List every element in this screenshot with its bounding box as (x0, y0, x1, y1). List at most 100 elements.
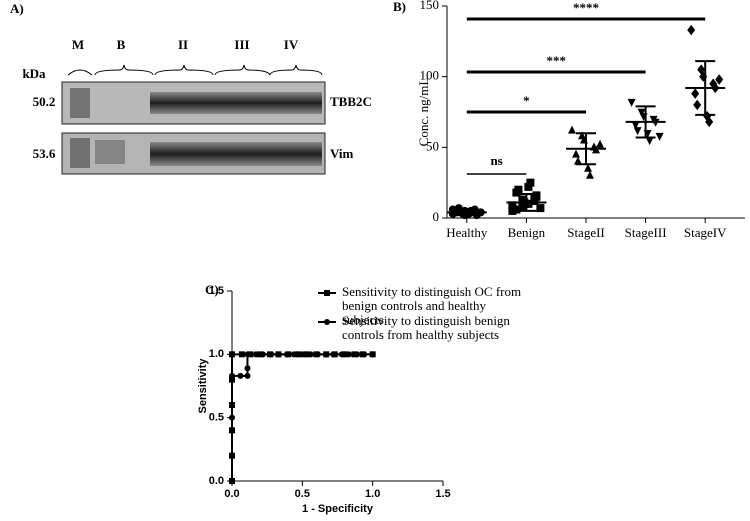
point (259, 351, 266, 358)
panel-label: A) (10, 1, 24, 16)
point (244, 365, 251, 372)
point (631, 121, 640, 130)
protein-label: TBB2C (330, 94, 372, 109)
y-tick-label: 150 (420, 0, 440, 12)
size-label: 53.6 (33, 146, 56, 161)
point (627, 98, 636, 107)
marker-ladder (70, 88, 90, 118)
band (150, 142, 322, 166)
point (268, 351, 275, 358)
point (637, 108, 646, 117)
point (572, 149, 580, 158)
error-bar (516, 192, 537, 212)
panel-label: C) (205, 282, 219, 297)
x-tick-label: StageIV (684, 225, 727, 240)
point (633, 127, 642, 136)
y-tick-label: 50 (426, 138, 439, 153)
point (596, 139, 604, 148)
point (709, 78, 718, 89)
point (275, 351, 282, 358)
point (574, 156, 582, 165)
y-tick-label: 0.0 (209, 475, 224, 487)
y-tick-label: 0 (433, 209, 440, 224)
lane-label: IV (284, 37, 299, 52)
point (244, 351, 251, 358)
point (705, 116, 714, 128)
point (693, 99, 702, 111)
point (229, 372, 235, 379)
point (299, 351, 306, 358)
x-tick-label: 1.0 (365, 488, 380, 500)
point (586, 170, 594, 179)
point (508, 201, 517, 210)
marker-ladder (70, 138, 90, 168)
x-tick-label: StageII (567, 225, 605, 240)
point (283, 351, 290, 358)
point (354, 351, 361, 358)
significance-label: * (523, 93, 530, 108)
point (697, 64, 706, 75)
point (345, 351, 352, 358)
x-tick-label: Benign (508, 225, 546, 240)
lane-label: M (72, 37, 84, 52)
y-tick-label: 1.0 (209, 348, 224, 360)
x-tick-label: Healthy (446, 225, 488, 240)
band (95, 140, 125, 164)
lane-label: B (117, 37, 126, 52)
error-bar (695, 60, 716, 116)
x-axis-label: 1 - Specificity (302, 503, 374, 515)
point (323, 351, 330, 358)
error-bar (635, 105, 656, 139)
x-tick-label: StageIII (625, 225, 667, 240)
western-blot: A) M B II III IV kDa 50.2 53.6 TBB2C Vim (10, 1, 372, 175)
legend-label: Sensitivity to distinguish benign control… (342, 313, 510, 342)
point (687, 24, 696, 36)
band (150, 92, 322, 114)
point (307, 351, 314, 358)
significance-label: *** (546, 53, 566, 68)
lane-label: II (178, 37, 188, 52)
point (229, 351, 235, 358)
protein-label: Vim (330, 146, 354, 161)
error-bar (576, 132, 596, 166)
y-axis-label: Conc. ng/mL (416, 78, 431, 147)
point (338, 351, 345, 358)
point (229, 414, 235, 421)
x-tick-label: 0.5 (295, 488, 310, 500)
significance-label: **** (573, 0, 599, 15)
point (536, 204, 545, 213)
point (244, 372, 251, 379)
y-tick-label: 0.5 (209, 412, 224, 424)
unit-label: kDa (22, 66, 46, 81)
point (532, 191, 541, 200)
point (252, 351, 259, 358)
y-axis-label: Sensitivity (197, 358, 209, 414)
point (237, 372, 244, 379)
point (514, 187, 523, 196)
x-tick-label: 0.0 (224, 488, 239, 500)
point (655, 132, 664, 141)
point (290, 351, 297, 358)
point (526, 178, 535, 187)
point (229, 478, 235, 484)
lane-label: III (234, 37, 249, 52)
panel-label: B) (393, 0, 406, 14)
point (330, 351, 337, 358)
point (691, 88, 700, 99)
roc-line (231, 353, 373, 481)
legend-label: Sensitivity to distinguish OC from benign… (342, 284, 521, 327)
point (568, 125, 576, 134)
size-label: 50.2 (33, 94, 56, 109)
point (314, 351, 321, 358)
y-tick-label: 100 (420, 68, 440, 83)
error-bar (456, 208, 477, 217)
point (512, 205, 521, 214)
point (238, 351, 245, 358)
lane-braces (67, 64, 323, 76)
significance-label: ns (490, 153, 502, 168)
point (524, 199, 533, 208)
roc-line (231, 353, 373, 481)
point (361, 351, 368, 358)
point (645, 137, 654, 146)
